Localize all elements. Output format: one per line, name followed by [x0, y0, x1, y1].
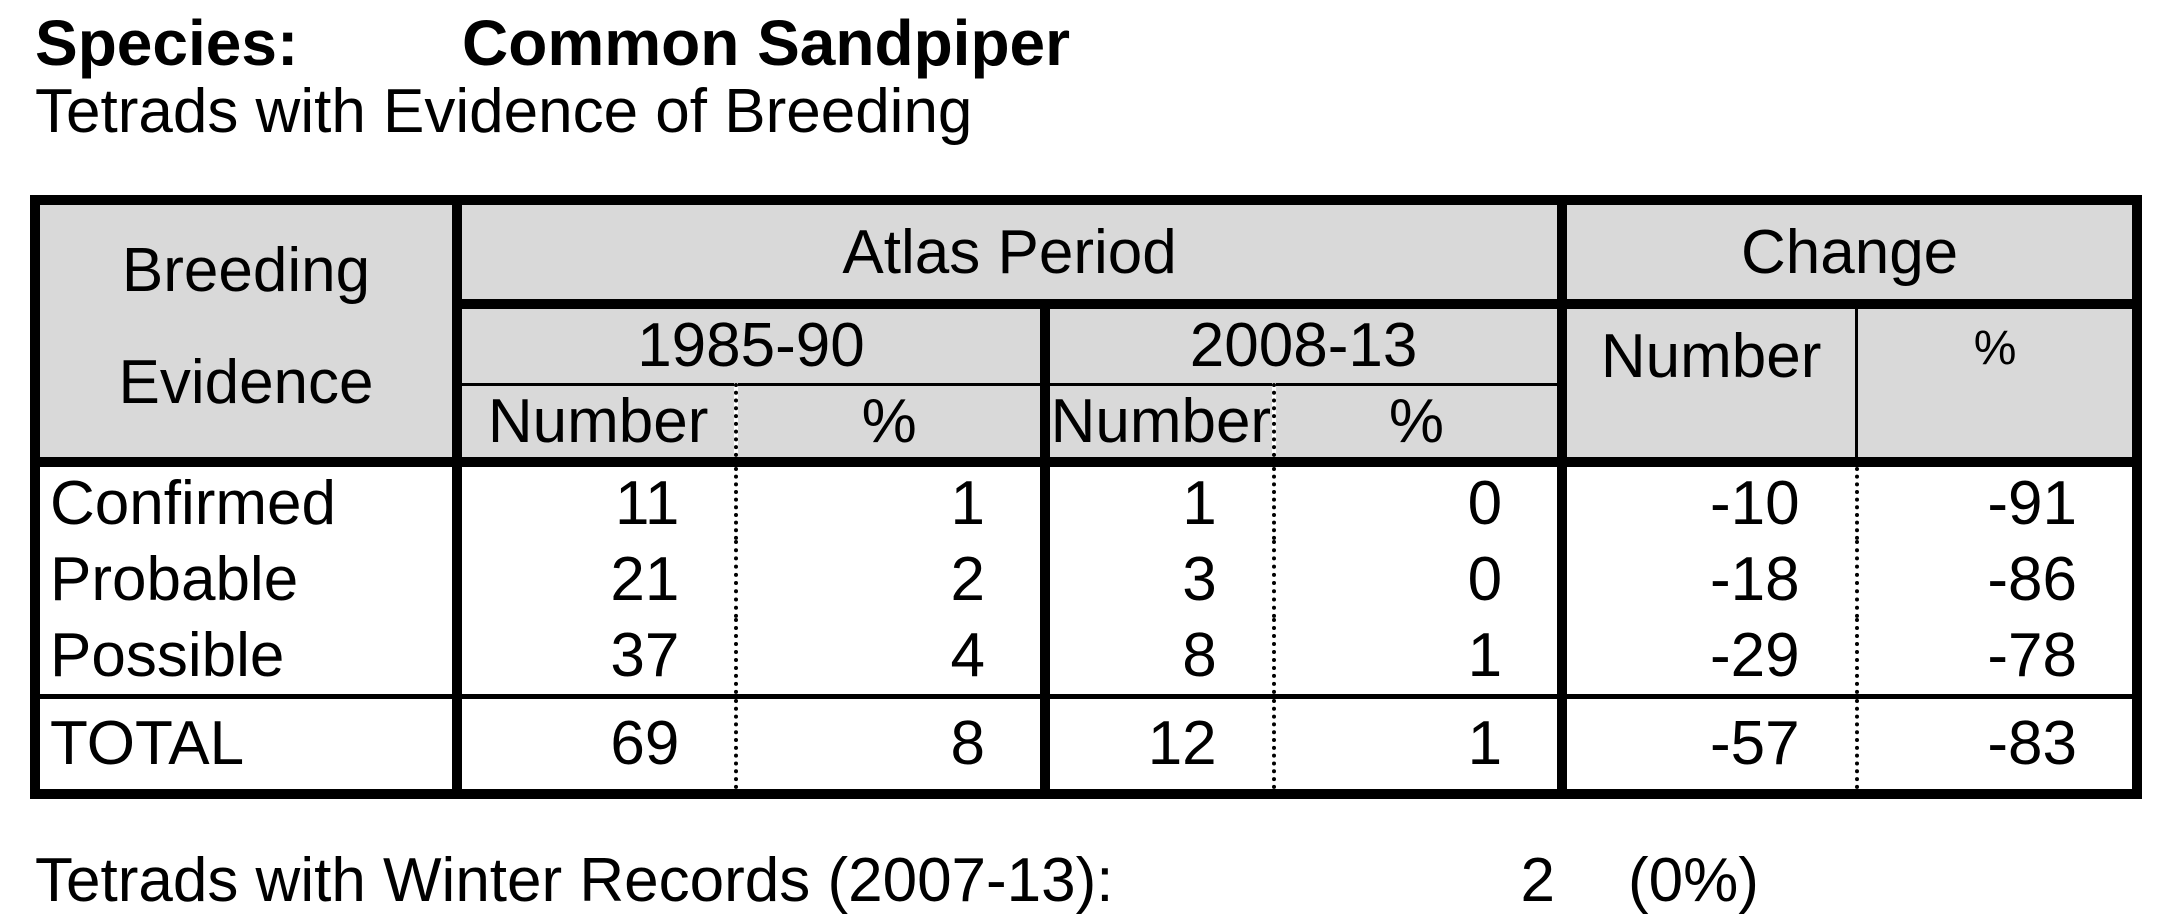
- winter-records-percent: (0%): [1628, 846, 1759, 915]
- p2-percent-cell: 0: [1273, 462, 1568, 540]
- change-number-cell: -29: [1562, 618, 1859, 699]
- period2-number-header: Number: [1044, 384, 1276, 467]
- p2-percent-cell: 0: [1273, 540, 1568, 618]
- corner-header-line1: Breeding: [121, 236, 371, 305]
- total-label: TOTAL: [35, 696, 462, 794]
- total-p1-number-cell: 69: [457, 696, 739, 794]
- total-change-percent-cell: -83: [1987, 709, 2077, 779]
- p1-percent-cell: 4: [736, 618, 1050, 699]
- p1-number-cell: 21: [457, 540, 739, 618]
- table-subtitle: Tetrads with Evidence of Breeding: [35, 77, 973, 146]
- total-p2-percent-cell: 1: [1273, 696, 1568, 794]
- row-label: Probable: [35, 540, 462, 618]
- header-row-periods: 1985-90 2008-13 Number %: [35, 304, 2137, 467]
- p1-percent-cell: 2: [736, 540, 1050, 618]
- change-percent-cell: -86: [1987, 544, 2077, 614]
- period1-header: 1985-90: [457, 304, 1050, 386]
- corner-header-line2: Evidence: [118, 348, 374, 417]
- change-number-cell: -18: [1562, 540, 1859, 618]
- p2-percent-cell: 1: [1273, 618, 1568, 699]
- breeding-evidence-table: Breeding Evidence Atlas Period Change 19…: [30, 195, 2142, 799]
- period2-header: 2008-13: [1044, 304, 1568, 386]
- header-row-groups: Breeding Evidence Atlas Period Change: [35, 200, 2137, 467]
- table-row: Confirmed 11 1 1 0 -10 -91: [35, 462, 2137, 540]
- p2-number-cell: 1: [1044, 462, 1276, 540]
- period1-number-header: Number: [457, 384, 739, 467]
- header-row-measures: Number % Number %: [35, 384, 2137, 467]
- winter-records-label: Tetrads with Winter Records (2007-13):: [35, 846, 1114, 915]
- species-label: Species:: [35, 7, 299, 79]
- p2-number-cell: 8: [1044, 618, 1276, 699]
- p1-percent-cell: 1: [736, 462, 1050, 540]
- atlas-period-group-header: Atlas Period: [457, 200, 1568, 309]
- p1-number-cell: 11: [457, 462, 739, 540]
- total-change-number-cell: -57: [1562, 696, 1859, 794]
- total-p2-number-cell: 12: [1044, 696, 1276, 794]
- change-percent-cell: -91: [1987, 469, 2077, 538]
- change-number-header: Number: [1562, 304, 1859, 467]
- total-p1-percent-cell: 8: [736, 696, 1050, 794]
- change-percent-header: %: [1856, 304, 2137, 467]
- table-row: Probable 21 2 3 0 -18 -86: [35, 540, 2137, 618]
- corner-header-cell: Breeding Evidence: [35, 200, 462, 467]
- change-number-cell: -10: [1562, 462, 1859, 540]
- row-label: Possible: [35, 618, 462, 699]
- p1-number-cell: 37: [457, 618, 739, 699]
- change-group-header: Change: [1562, 200, 2137, 309]
- winter-records-value: 2: [1520, 846, 1555, 915]
- row-label: Confirmed: [35, 462, 462, 540]
- total-row: TOTAL 69 8 12 1 -57 -83: [35, 696, 2137, 794]
- species-name: Common Sandpiper: [462, 7, 1071, 79]
- change-percent-cell: -78: [1856, 618, 2137, 699]
- table-row: Possible 37 4 8 1 -29 -78: [35, 618, 2137, 699]
- p2-number-cell: 3: [1044, 540, 1276, 618]
- period2-percent-header: %: [1273, 384, 1568, 467]
- period1-percent-header: %: [736, 384, 1050, 467]
